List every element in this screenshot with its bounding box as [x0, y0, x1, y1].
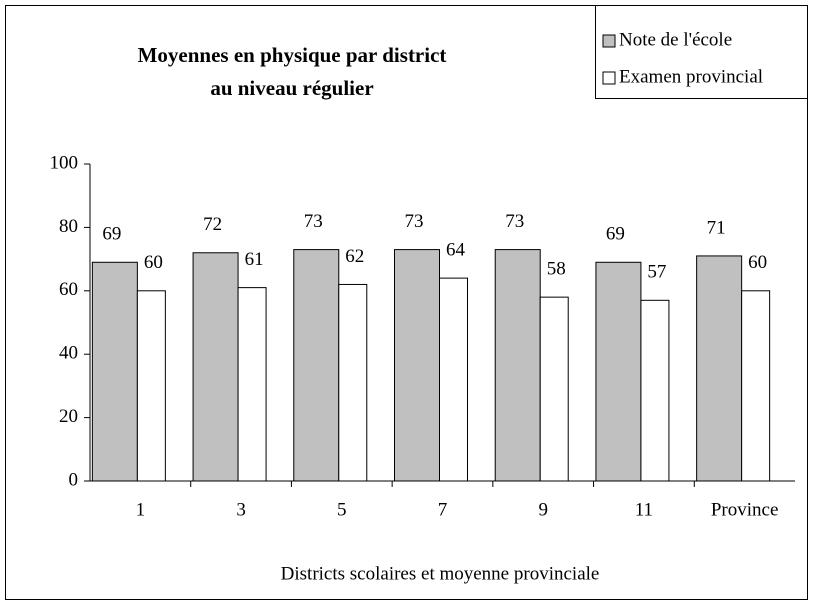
- bar: [696, 255, 743, 482]
- x-tick-label: Province: [711, 499, 779, 520]
- legend-label: Note de l'école: [619, 29, 732, 50]
- value-label: 69: [102, 224, 121, 245]
- value-label: 71: [707, 217, 726, 238]
- x-tick-label: 1: [136, 499, 146, 520]
- bar: [494, 249, 541, 482]
- value-label: 58: [547, 258, 566, 279]
- legend-box: [595, 5, 808, 99]
- value-label: 73: [405, 211, 424, 232]
- x-tick-label: 11: [635, 499, 653, 520]
- value-label: 72: [203, 214, 222, 235]
- value-label: 57: [647, 262, 666, 283]
- legend-swatch: [602, 71, 616, 85]
- bar: [338, 283, 368, 482]
- y-tick-label: 100: [50, 152, 79, 173]
- legend-swatch: [602, 34, 616, 48]
- x-tick-label: 3: [236, 499, 246, 520]
- bar: [640, 299, 670, 482]
- value-label: 73: [304, 211, 323, 232]
- x-tick-label: 5: [337, 499, 347, 520]
- bar: [439, 277, 468, 482]
- x-tick-label: 9: [538, 499, 548, 520]
- chart-title: Moyennes en physique par district: [138, 43, 447, 67]
- bar: [237, 287, 267, 482]
- bar: [394, 249, 440, 482]
- value-label: 61: [245, 249, 264, 270]
- legend-label: Examen provincial: [619, 66, 763, 87]
- x-axis-label: Districts scolaires et moyenne provincia…: [281, 563, 600, 584]
- bar: [741, 290, 771, 482]
- y-tick-label: 40: [59, 343, 78, 364]
- y-tick-label: 80: [59, 216, 78, 237]
- value-label: 64: [446, 239, 466, 260]
- bar: [192, 252, 239, 482]
- value-label: 60: [144, 252, 163, 273]
- y-tick-label: 0: [69, 469, 79, 490]
- bar: [293, 249, 340, 482]
- bar: [91, 261, 138, 482]
- chart-title: au niveau régulier: [210, 76, 373, 100]
- bar: [539, 296, 569, 482]
- x-tick-label: 7: [438, 499, 448, 520]
- value-label: 62: [345, 246, 364, 267]
- y-tick-label: 60: [59, 279, 78, 300]
- value-label: 73: [505, 211, 524, 232]
- value-label: 60: [748, 252, 767, 273]
- value-label: 69: [606, 224, 625, 245]
- y-tick-label: 20: [59, 406, 78, 427]
- bar: [136, 290, 166, 482]
- bar: [595, 261, 642, 482]
